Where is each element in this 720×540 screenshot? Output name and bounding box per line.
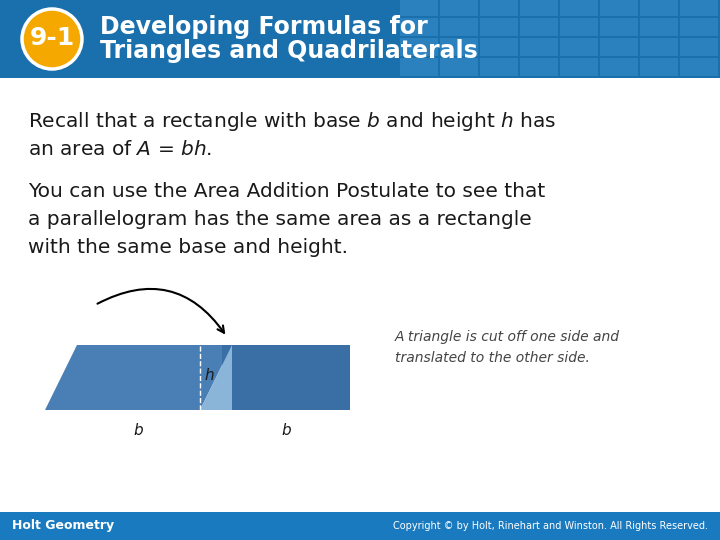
Bar [680, 58, 718, 76]
Bar [600, 58, 638, 76]
Text: Developing Formulas for: Developing Formulas for [100, 15, 428, 39]
Text: A triangle is cut off one side and
translated to the other side.: A triangle is cut off one side and trans… [395, 330, 620, 364]
Circle shape [22, 9, 82, 69]
Bar [680, 38, 718, 56]
Bar [600, 0, 638, 16]
Bar [520, 38, 558, 56]
Bar [680, 18, 718, 36]
Bar [520, 58, 558, 76]
Bar [480, 0, 518, 16]
FancyArrowPatch shape [97, 289, 224, 333]
Bar [400, 38, 438, 56]
Bar [400, 0, 438, 16]
Bar [600, 38, 638, 56]
Bar [440, 18, 478, 36]
Text: Triangles and Quadrilaterals: Triangles and Quadrilaterals [100, 39, 478, 63]
Bar [520, 0, 558, 16]
Text: $b$: $b$ [133, 422, 144, 438]
Bar [560, 58, 598, 76]
Text: Copyright © by Holt, Rinehart and Winston. All Rights Reserved.: Copyright © by Holt, Rinehart and Winsto… [393, 521, 708, 531]
Text: $h$: $h$ [204, 368, 215, 383]
Bar [520, 18, 558, 36]
Bar [440, 38, 478, 56]
Bar [480, 58, 518, 76]
Bar [0, 512, 720, 540]
Text: a parallelogram has the same area as a rectangle: a parallelogram has the same area as a r… [28, 210, 532, 229]
Bar [440, 0, 478, 16]
Text: 9-1: 9-1 [30, 26, 75, 50]
Bar [480, 18, 518, 36]
Text: $b$: $b$ [281, 422, 292, 438]
Text: You can use the Area Addition Postulate to see that: You can use the Area Addition Postulate … [28, 182, 545, 201]
Bar [640, 0, 678, 16]
Bar [640, 38, 678, 56]
Bar [600, 18, 638, 36]
Text: an area of $A$ = $bh$.: an area of $A$ = $bh$. [28, 140, 212, 159]
Bar [480, 38, 518, 56]
Text: Recall that a rectangle with base $b$ and height $h$ has: Recall that a rectangle with base $b$ an… [28, 110, 557, 133]
Bar [640, 18, 678, 36]
Text: $h$: $h$ [50, 368, 60, 383]
Bar [222, 345, 350, 410]
Bar [400, 58, 438, 76]
Bar [680, 0, 718, 16]
Text: with the same base and height.: with the same base and height. [28, 238, 348, 257]
Bar [0, 0, 720, 78]
Polygon shape [45, 345, 232, 410]
Bar [640, 58, 678, 76]
Bar [440, 58, 478, 76]
Bar [560, 0, 598, 16]
Bar [560, 38, 598, 56]
Text: Holt Geometry: Holt Geometry [12, 519, 114, 532]
Bar [560, 18, 598, 36]
Polygon shape [200, 345, 232, 410]
Bar [400, 18, 438, 36]
